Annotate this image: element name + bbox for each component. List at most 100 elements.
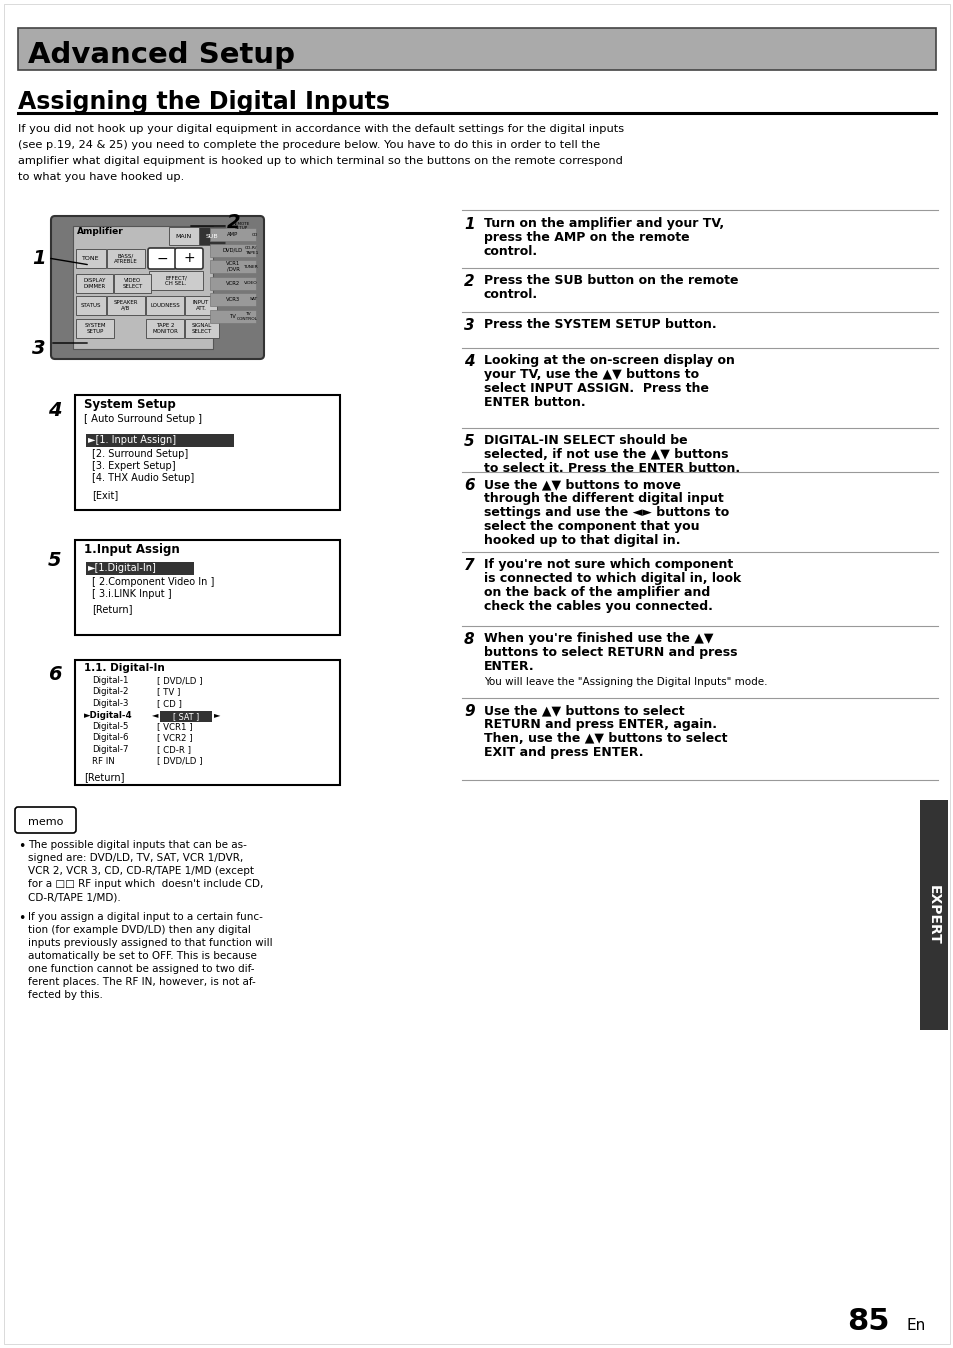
- Text: VCR1
/DVR: VCR1 /DVR: [226, 262, 240, 272]
- FancyBboxPatch shape: [185, 297, 216, 315]
- Text: ENTER.: ENTER.: [483, 661, 534, 673]
- FancyBboxPatch shape: [76, 274, 112, 293]
- Text: MAIN: MAIN: [175, 233, 192, 239]
- FancyBboxPatch shape: [210, 244, 255, 257]
- Text: 6: 6: [463, 479, 475, 493]
- FancyBboxPatch shape: [210, 228, 255, 241]
- FancyBboxPatch shape: [76, 249, 106, 268]
- Text: select INPUT ASSIGN.  Press the: select INPUT ASSIGN. Press the: [483, 381, 708, 395]
- Text: DVD/LD: DVD/LD: [223, 248, 243, 253]
- Text: to what you have hooked up.: to what you have hooked up.: [18, 173, 184, 182]
- Text: your TV, use the ▲▼ buttons to: your TV, use the ▲▼ buttons to: [483, 368, 699, 381]
- Text: [2. Surround Setup]: [2. Surround Setup]: [91, 449, 188, 460]
- FancyBboxPatch shape: [15, 807, 76, 833]
- Text: check the cables you connected.: check the cables you connected.: [483, 600, 712, 613]
- Text: [ Auto Surround Setup ]: [ Auto Surround Setup ]: [84, 414, 202, 425]
- Text: Advanced Setup: Advanced Setup: [28, 40, 294, 69]
- Text: [Return]: [Return]: [84, 772, 125, 782]
- Text: SUB: SUB: [206, 233, 218, 239]
- Text: ►[1. Input Assign]: ►[1. Input Assign]: [88, 435, 176, 445]
- Text: TAPE 2
MONITOR: TAPE 2 MONITOR: [152, 324, 178, 334]
- Text: amplifier what digital equipment is hooked up to which terminal so the buttons o: amplifier what digital equipment is hook…: [18, 156, 622, 166]
- Text: is connected to which digital in, look: is connected to which digital in, look: [483, 572, 740, 585]
- Text: •: •: [18, 840, 26, 853]
- Text: Digital-1: Digital-1: [91, 675, 129, 685]
- Text: VIDEO
SELECT: VIDEO SELECT: [122, 278, 143, 288]
- Text: [ CD ]: [ CD ]: [157, 700, 182, 708]
- Text: hooked up to that digital in.: hooked up to that digital in.: [483, 534, 679, 547]
- Text: SYSTEM
SETUP: SYSTEM SETUP: [84, 324, 106, 334]
- Text: Looking at the on-screen display on: Looking at the on-screen display on: [483, 355, 734, 367]
- Text: [ DVD/LD ]: [ DVD/LD ]: [157, 756, 202, 766]
- Text: EXPERT: EXPERT: [926, 886, 940, 945]
- FancyBboxPatch shape: [210, 276, 255, 290]
- Text: CD-R/
TAPE1: CD-R/ TAPE1: [244, 247, 257, 255]
- Text: [3. Expert Setup]: [3. Expert Setup]: [91, 461, 175, 470]
- Text: for a □□ RF input which  doesn't include CD,: for a □□ RF input which doesn't include …: [28, 879, 263, 888]
- FancyBboxPatch shape: [210, 310, 255, 324]
- Text: If you're not sure which component: If you're not sure which component: [483, 558, 733, 572]
- FancyBboxPatch shape: [149, 271, 203, 290]
- Text: TV
CONTROL: TV CONTROL: [236, 313, 257, 321]
- FancyBboxPatch shape: [107, 249, 145, 268]
- Text: SIGNAL
SELECT: SIGNAL SELECT: [192, 324, 212, 334]
- FancyBboxPatch shape: [210, 293, 255, 306]
- Text: •: •: [18, 913, 26, 925]
- Text: [ VCR1 ]: [ VCR1 ]: [157, 723, 193, 731]
- Text: [ 2.Component Video In ]: [ 2.Component Video In ]: [91, 577, 214, 586]
- Text: VCR2: VCR2: [226, 280, 240, 286]
- Text: tion (for example DVD/LD) then any digital: tion (for example DVD/LD) then any digit…: [28, 925, 251, 936]
- Text: RETURN and press ENTER, again.: RETURN and press ENTER, again.: [483, 718, 717, 731]
- Text: 1: 1: [463, 217, 475, 232]
- Text: [ SAT ]: [ SAT ]: [172, 713, 199, 721]
- Text: 3: 3: [32, 338, 46, 357]
- Text: memo: memo: [29, 817, 64, 828]
- FancyBboxPatch shape: [146, 297, 184, 315]
- Text: Turn on the amplifier and your TV,: Turn on the amplifier and your TV,: [483, 217, 723, 231]
- Text: DIGITAL-IN SELECT should be: DIGITAL-IN SELECT should be: [483, 434, 687, 448]
- Text: Amplifier: Amplifier: [77, 228, 124, 236]
- Text: 9: 9: [463, 704, 475, 718]
- FancyBboxPatch shape: [75, 395, 339, 510]
- Text: If you assign a digital input to a certain func-: If you assign a digital input to a certa…: [28, 913, 263, 922]
- Text: one function cannot be assigned to two dif-: one function cannot be assigned to two d…: [28, 964, 254, 975]
- Text: Press the SUB button on the remote: Press the SUB button on the remote: [483, 274, 738, 287]
- Text: press the AMP on the remote: press the AMP on the remote: [483, 231, 689, 244]
- Text: ►Digital-4: ►Digital-4: [84, 710, 132, 720]
- FancyBboxPatch shape: [174, 248, 203, 270]
- Text: The possible digital inputs that can be as-: The possible digital inputs that can be …: [28, 840, 247, 851]
- Text: CD-R/TAPE 1/MD).: CD-R/TAPE 1/MD).: [28, 892, 121, 902]
- Text: CD: CD: [252, 232, 257, 236]
- Text: Then, use the ▲▼ buttons to select: Then, use the ▲▼ buttons to select: [483, 732, 727, 745]
- FancyBboxPatch shape: [86, 434, 233, 448]
- Text: (see p.19, 24 & 25) you need to complete the procedure below. You have to do thi: (see p.19, 24 & 25) you need to complete…: [18, 140, 599, 150]
- FancyBboxPatch shape: [113, 274, 151, 293]
- Text: to select it. Press the ENTER button.: to select it. Press the ENTER button.: [483, 462, 740, 474]
- Text: [4. THX Audio Setup]: [4. THX Audio Setup]: [91, 473, 194, 483]
- Text: ferent places. The RF IN, however, is not af-: ferent places. The RF IN, however, is no…: [28, 977, 255, 987]
- Text: TONE: TONE: [82, 256, 100, 262]
- Text: signed are: DVD/LD, TV, SAT, VCR 1/DVR,: signed are: DVD/LD, TV, SAT, VCR 1/DVR,: [28, 853, 243, 863]
- FancyBboxPatch shape: [75, 541, 339, 635]
- Text: STATUS: STATUS: [81, 303, 101, 307]
- Text: inputs previously assigned to that function will: inputs previously assigned to that funct…: [28, 938, 273, 948]
- Text: DISPLAY
DIMMER: DISPLAY DIMMER: [83, 278, 106, 288]
- Text: 5: 5: [463, 434, 475, 449]
- Text: Use the ▲▼ buttons to move: Use the ▲▼ buttons to move: [483, 479, 680, 491]
- Text: 6: 6: [48, 666, 62, 685]
- FancyBboxPatch shape: [51, 216, 264, 359]
- Text: Digital-2: Digital-2: [91, 687, 129, 697]
- Text: Digital-5: Digital-5: [91, 723, 129, 731]
- Text: [ TV ]: [ TV ]: [157, 687, 180, 697]
- Text: −: −: [156, 252, 168, 266]
- Text: REMOTE
SETUP: REMOTE SETUP: [233, 221, 250, 231]
- Text: EXIT and press ENTER.: EXIT and press ENTER.: [483, 745, 643, 759]
- Text: TV: TV: [230, 314, 236, 319]
- Text: selected, if not use the ▲▼ buttons: selected, if not use the ▲▼ buttons: [483, 448, 728, 461]
- FancyBboxPatch shape: [75, 661, 339, 785]
- Text: 7: 7: [463, 558, 475, 573]
- FancyBboxPatch shape: [210, 260, 255, 274]
- Text: 1.Input Assign: 1.Input Assign: [84, 543, 179, 555]
- Text: Digital-6: Digital-6: [91, 733, 129, 743]
- Text: 4: 4: [48, 400, 62, 419]
